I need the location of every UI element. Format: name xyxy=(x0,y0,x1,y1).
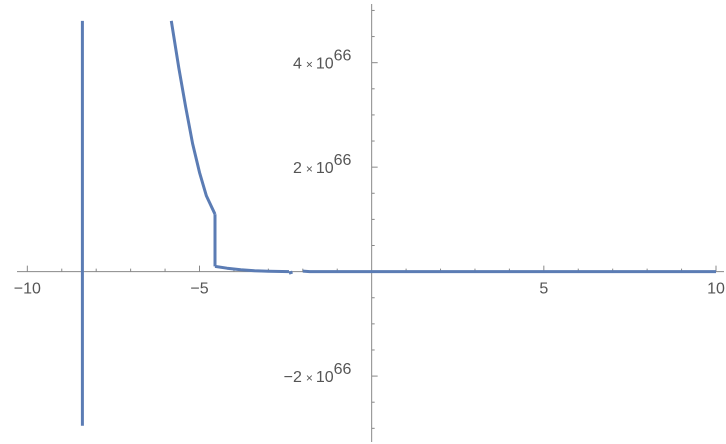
x-tick-label: 5 xyxy=(539,281,548,298)
series-segment xyxy=(288,270,293,275)
y-tick-label: 4 × 10 66 xyxy=(293,48,352,73)
y-tick-exponent: 66 xyxy=(334,361,352,378)
y-tick-label: 2 × 10 66 xyxy=(293,152,352,177)
y-tick-times: × xyxy=(306,162,313,176)
y-tick-mantissa-value: 2 xyxy=(293,160,302,177)
y-tick-times: × xyxy=(306,58,313,72)
axes xyxy=(17,4,724,442)
series-layer xyxy=(80,20,716,426)
series-segment xyxy=(302,269,716,274)
y-tick-times: × xyxy=(306,371,313,385)
y-tick-mantissa: 4 × 10 xyxy=(293,56,334,73)
x-tick-label: −10 xyxy=(14,281,41,298)
y-tick-mantissa-value: −2 xyxy=(284,369,302,386)
x-tick-label: 10 xyxy=(707,281,725,298)
x-tick-label: −5 xyxy=(190,281,208,298)
y-tick-base: 10 xyxy=(316,56,334,73)
y-tick-mantissa-value: 4 xyxy=(293,56,302,73)
major-ticks: −10 −5 5 104 × 10 662 × 10 66−2 × 10 66 xyxy=(14,48,725,386)
series-segment xyxy=(214,264,290,274)
y-tick-mantissa: 2 × 10 xyxy=(293,160,334,177)
y-tick-base: 10 xyxy=(316,160,334,177)
y-tick-exponent: 66 xyxy=(334,152,352,169)
y-tick-base: 10 xyxy=(316,369,334,386)
series-segment xyxy=(169,20,217,215)
y-tick-label: −2 × 10 66 xyxy=(284,361,352,386)
y-tick-exponent: 66 xyxy=(334,48,352,65)
y-tick-mantissa: −2 × 10 xyxy=(284,369,334,386)
